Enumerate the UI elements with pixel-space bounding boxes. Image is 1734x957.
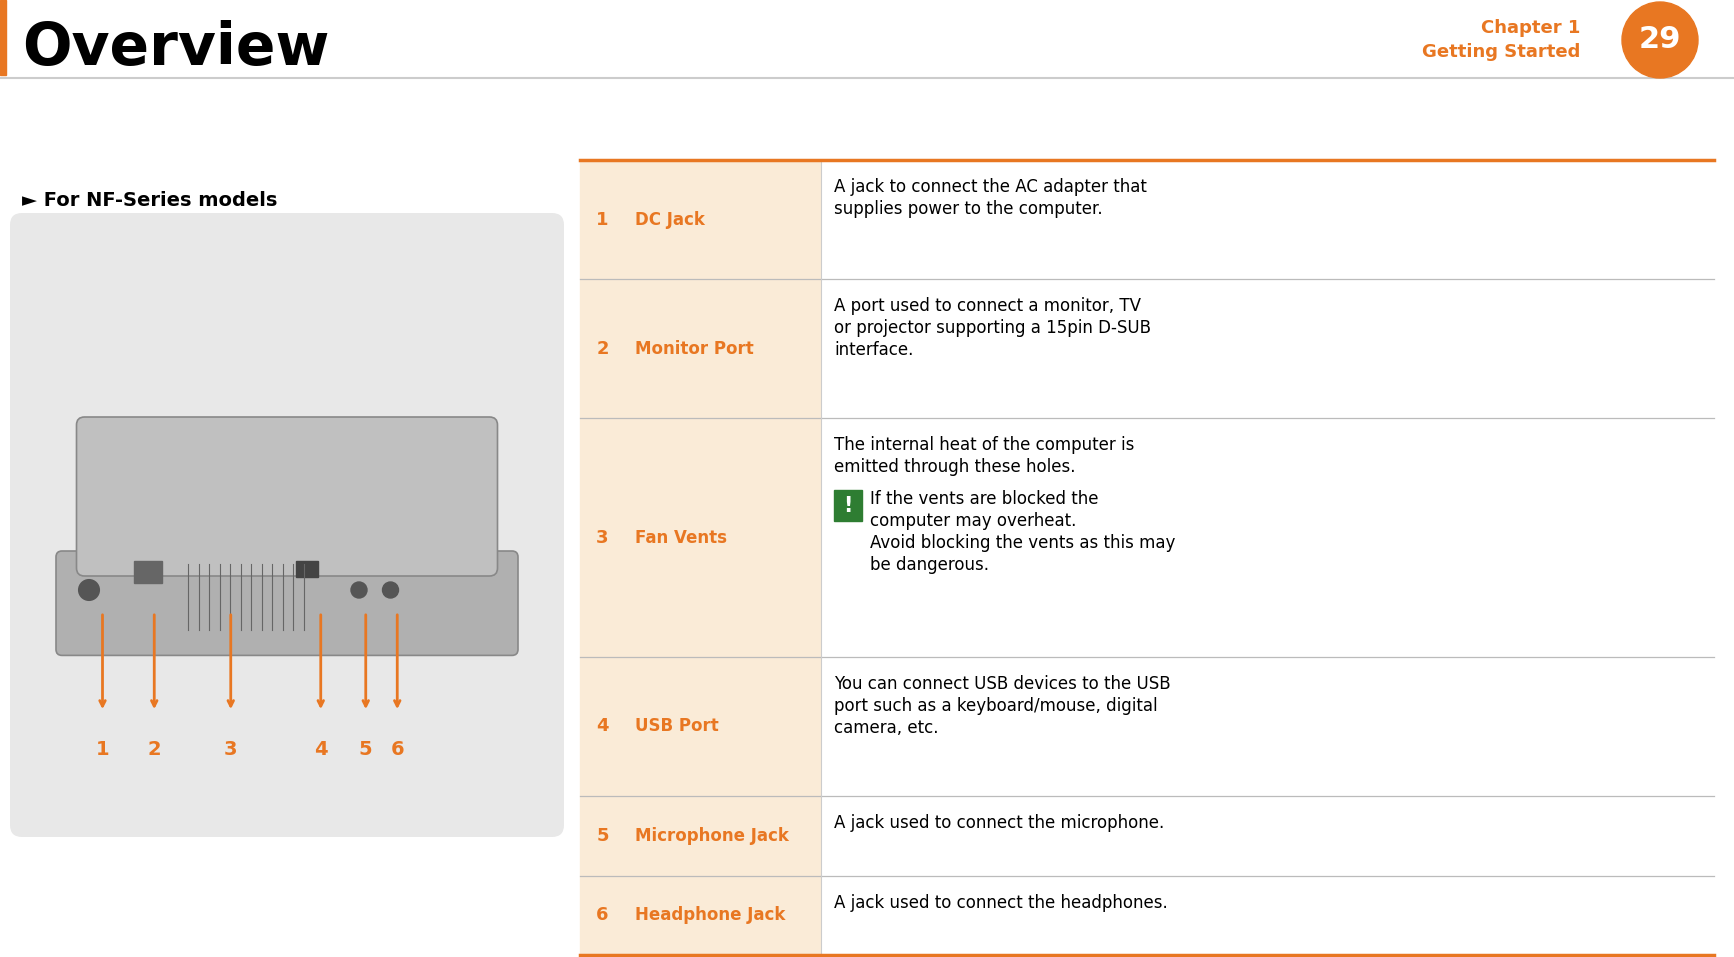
Text: interface.: interface. xyxy=(834,342,914,359)
Text: 3: 3 xyxy=(596,528,609,546)
Text: USB Port: USB Port xyxy=(635,718,720,735)
Text: Fan Vents: Fan Vents xyxy=(635,528,727,546)
Text: Overview: Overview xyxy=(23,19,329,77)
Text: Monitor Port: Monitor Port xyxy=(635,340,754,358)
Text: 5: 5 xyxy=(359,740,373,759)
Text: Avoid blocking the vents as this may: Avoid blocking the vents as this may xyxy=(870,534,1176,552)
Text: 6: 6 xyxy=(596,906,609,924)
Circle shape xyxy=(80,580,99,600)
Bar xyxy=(579,160,820,279)
Bar xyxy=(297,562,317,577)
Bar xyxy=(579,279,820,418)
Text: computer may overheat.: computer may overheat. xyxy=(870,512,1077,530)
Text: If the vents are blocked the: If the vents are blocked the xyxy=(870,490,1099,508)
Circle shape xyxy=(350,582,368,598)
Bar xyxy=(579,418,820,657)
Text: ► For NF-Series models: ► For NF-Series models xyxy=(23,190,277,210)
Text: A jack used to connect the headphones.: A jack used to connect the headphones. xyxy=(834,894,1167,911)
Text: You can connect USB devices to the USB: You can connect USB devices to the USB xyxy=(834,675,1170,693)
Text: A port used to connect a monitor, TV: A port used to connect a monitor, TV xyxy=(834,298,1141,315)
Bar xyxy=(834,490,862,522)
Text: port such as a keyboard/mouse, digital: port such as a keyboard/mouse, digital xyxy=(834,697,1158,715)
Circle shape xyxy=(383,582,399,598)
Bar xyxy=(134,562,161,584)
Text: The internal heat of the computer is: The internal heat of the computer is xyxy=(834,436,1134,455)
FancyBboxPatch shape xyxy=(10,213,564,837)
Bar xyxy=(579,657,820,796)
Text: Microphone Jack: Microphone Jack xyxy=(635,827,789,845)
Text: Getting Started: Getting Started xyxy=(1422,43,1580,61)
Text: supplies power to the computer.: supplies power to the computer. xyxy=(834,200,1103,218)
Text: A jack used to connect the microphone.: A jack used to connect the microphone. xyxy=(834,814,1164,832)
Bar xyxy=(0,0,5,75)
Text: DC Jack: DC Jack xyxy=(635,211,706,229)
Circle shape xyxy=(1621,2,1698,78)
Text: Chapter 1: Chapter 1 xyxy=(1481,19,1580,37)
Text: or projector supporting a 15pin D-SUB: or projector supporting a 15pin D-SUB xyxy=(834,320,1151,337)
Text: 4: 4 xyxy=(596,718,609,735)
Text: 5: 5 xyxy=(596,827,609,845)
Text: !: ! xyxy=(843,496,853,516)
Bar xyxy=(579,876,820,955)
Text: A jack to connect the AC adapter that: A jack to connect the AC adapter that xyxy=(834,178,1146,196)
FancyBboxPatch shape xyxy=(55,551,518,656)
Text: emitted through these holes.: emitted through these holes. xyxy=(834,458,1075,477)
Text: 4: 4 xyxy=(314,740,328,759)
Text: 2: 2 xyxy=(147,740,161,759)
Text: 2: 2 xyxy=(596,340,609,358)
FancyBboxPatch shape xyxy=(76,417,498,576)
Text: 1: 1 xyxy=(95,740,109,759)
Text: camera, etc.: camera, etc. xyxy=(834,719,938,737)
Text: 1: 1 xyxy=(596,211,609,229)
Text: 6: 6 xyxy=(390,740,404,759)
Bar xyxy=(579,796,820,876)
Text: 3: 3 xyxy=(224,740,238,759)
Text: Headphone Jack: Headphone Jack xyxy=(635,906,786,924)
Text: be dangerous.: be dangerous. xyxy=(870,556,988,574)
Text: 29: 29 xyxy=(1639,26,1682,55)
